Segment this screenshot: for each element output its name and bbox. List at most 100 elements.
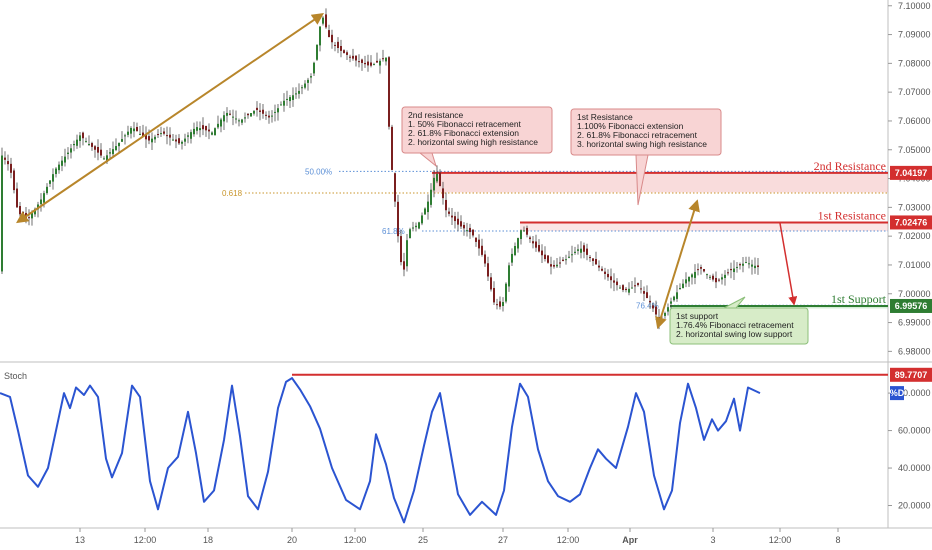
candle-body [673, 296, 675, 301]
candle-body [301, 87, 303, 89]
level-title: 1st Resistance [818, 208, 886, 222]
price-tick-label: 7.07000 [898, 87, 931, 97]
candle-body [79, 135, 81, 141]
candle-body [202, 125, 204, 130]
candle-body [754, 265, 756, 269]
candle-body [40, 199, 42, 205]
candle-body [181, 141, 183, 144]
candle-body [526, 227, 528, 235]
candle-body [544, 254, 546, 260]
candle-body [670, 301, 672, 304]
level-badge [890, 165, 932, 180]
candle-body [157, 134, 159, 136]
candle-body [154, 136, 156, 140]
candle-body [124, 135, 126, 137]
candle-body [376, 60, 378, 63]
candle-body [22, 212, 24, 216]
level-badge [890, 215, 932, 230]
candle-body [187, 135, 189, 137]
note-line: 2. 61.8% Fibonacci retracement [577, 130, 698, 140]
candle-body [46, 186, 48, 194]
price-tick-label: 7.09000 [898, 30, 931, 40]
stoch-title: Stoch [4, 371, 27, 381]
candle-body [469, 227, 471, 233]
candle-body [76, 139, 78, 146]
candle-body [562, 259, 564, 262]
candle-body [271, 115, 273, 117]
candle-body [601, 268, 603, 271]
candle-body [418, 222, 420, 229]
time-tick-label: 25 [418, 535, 428, 545]
price-tick-label: 6.99000 [898, 318, 931, 328]
candle-body [256, 107, 258, 111]
candle-body [643, 291, 645, 294]
candle-body [352, 55, 354, 59]
candle-body [415, 225, 417, 228]
candle-body [421, 215, 423, 224]
note-line: 2nd resistance [408, 110, 464, 120]
candle-body [739, 264, 741, 266]
candle-body [466, 230, 468, 232]
candle-body [700, 267, 702, 269]
candle-body [592, 258, 594, 262]
candle-body [340, 46, 342, 51]
candle-body [520, 230, 522, 239]
candle-body [232, 116, 234, 118]
time-tick-label: 12:00 [769, 535, 792, 545]
support-zone-1 [670, 305, 888, 309]
candle-body [388, 57, 390, 127]
candle-body [295, 93, 297, 95]
candle-body [748, 263, 750, 265]
level-title: 2nd Resistance [814, 159, 886, 173]
candle-body [193, 128, 195, 135]
candle-body [697, 269, 699, 271]
candle-body [454, 216, 456, 222]
candle-body [265, 114, 267, 116]
time-tick-label: 3 [710, 535, 715, 545]
level-title: 1st Support [831, 292, 887, 306]
candle-body [211, 132, 213, 135]
candle-body [304, 83, 306, 88]
candle-body [139, 133, 141, 135]
candle-body [262, 109, 264, 114]
candle-body [733, 268, 735, 273]
candle-body [31, 213, 33, 219]
candle-body [118, 142, 120, 147]
candle-body [619, 287, 621, 289]
candle-body [196, 127, 198, 131]
projection-arrow-up [655, 199, 700, 330]
candle-body [247, 113, 249, 116]
candle-body [175, 139, 177, 142]
candle-body [382, 58, 384, 60]
price-tick-label: 7.01000 [898, 260, 931, 270]
candle-body [238, 120, 240, 122]
candle-body [703, 268, 705, 272]
candle-body [133, 128, 135, 132]
candle-body [721, 277, 723, 280]
note-line: 1st Resistance [577, 112, 633, 122]
candle-body [184, 138, 186, 142]
candle-body [691, 274, 693, 278]
note-line: 2. horizontal swing low support [676, 329, 793, 339]
candle-body [514, 246, 516, 256]
candle-body [325, 14, 327, 28]
candle-body [451, 215, 453, 218]
candle-body [463, 224, 465, 229]
candle-body [751, 264, 753, 267]
candle-body [241, 119, 243, 123]
time-tick-label: Apr [622, 535, 638, 545]
price-tick-label: 7.03000 [898, 202, 931, 212]
candle-body [505, 283, 507, 302]
candle-body [61, 160, 63, 166]
candle-body [400, 236, 402, 263]
candle-body [724, 274, 726, 278]
candle-body [160, 133, 162, 135]
candle-body [88, 144, 90, 145]
candle-body [19, 206, 21, 215]
candle-body [475, 237, 477, 242]
candle-body [109, 152, 111, 154]
candle-body [337, 41, 339, 48]
note-pointer [418, 152, 437, 168]
candle-body [253, 110, 255, 114]
